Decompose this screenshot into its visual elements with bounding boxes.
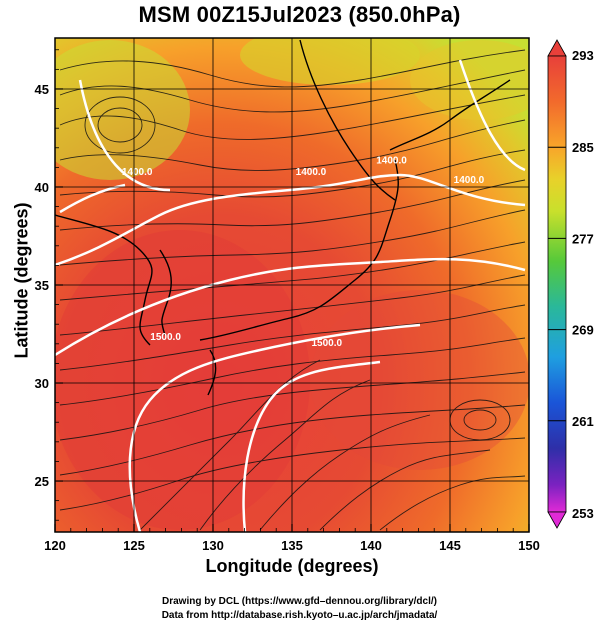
x-tick-label: 140	[360, 538, 382, 553]
contour-label: 1400.0	[296, 167, 327, 178]
x-tick-label: 135	[281, 538, 303, 553]
credit-drawing[interactable]: Drawing by DCL (https://www.gfd–dennou.o…	[161, 596, 437, 607]
x-tick-label: 120	[44, 538, 66, 553]
chart-title: MSM 00Z15Jul2023 (850.0hPa)	[138, 2, 461, 27]
geopotential-contours	[55, 59, 526, 532]
credit-data-source[interactable]: Data from http://database.rish.kyoto–u.a…	[161, 610, 438, 621]
temperature-field	[55, 38, 529, 532]
x-tick-label: 150	[518, 538, 540, 553]
y-tick-label: 40	[35, 180, 49, 195]
contour-label: 1400.0	[454, 175, 485, 186]
colorbar: 293 285 277 269 261 253	[547, 39, 594, 529]
y-axis-ticks: 25 30 35 40 45	[35, 49, 63, 521]
x-axis-label: Longitude (degrees)	[205, 556, 379, 576]
y-tick-label: 30	[35, 376, 49, 391]
wind-streamlines	[59, 49, 526, 531]
colorbar-label: 277	[572, 231, 594, 246]
y-tick-label: 45	[35, 82, 49, 97]
x-tick-label: 130	[202, 538, 224, 553]
colorbar-label: 253	[572, 506, 594, 521]
y-tick-label: 35	[35, 278, 49, 293]
colorbar-bottom-arrow	[547, 511, 567, 529]
colorbar-label: 269	[572, 323, 594, 338]
contour-labels: 1400.0 1400.0 1400.0 1400.0 1500.0 1500.0	[122, 155, 485, 348]
colorbar-top-arrow	[547, 39, 567, 57]
contour-label: 1500.0	[311, 338, 342, 349]
colorbar-scale	[547, 55, 567, 513]
x-tick-label: 145	[439, 538, 461, 553]
coastlines	[55, 39, 511, 396]
x-tick-label: 125	[123, 538, 145, 553]
colorbar-label: 285	[572, 140, 594, 155]
contour-label: 1400.0	[376, 155, 407, 166]
y-axis-label: Latitude (degrees)	[11, 202, 32, 359]
contour-label: 1400.0	[122, 167, 153, 178]
x-axis-ticks: 120 125 130 135 140 145 150	[44, 524, 540, 553]
map-grid	[55, 38, 529, 532]
y-tick-label: 25	[35, 474, 49, 489]
contour-label: 1500.0	[150, 332, 181, 343]
colorbar-label: 293	[572, 48, 594, 63]
colorbar-label: 261	[572, 414, 594, 429]
